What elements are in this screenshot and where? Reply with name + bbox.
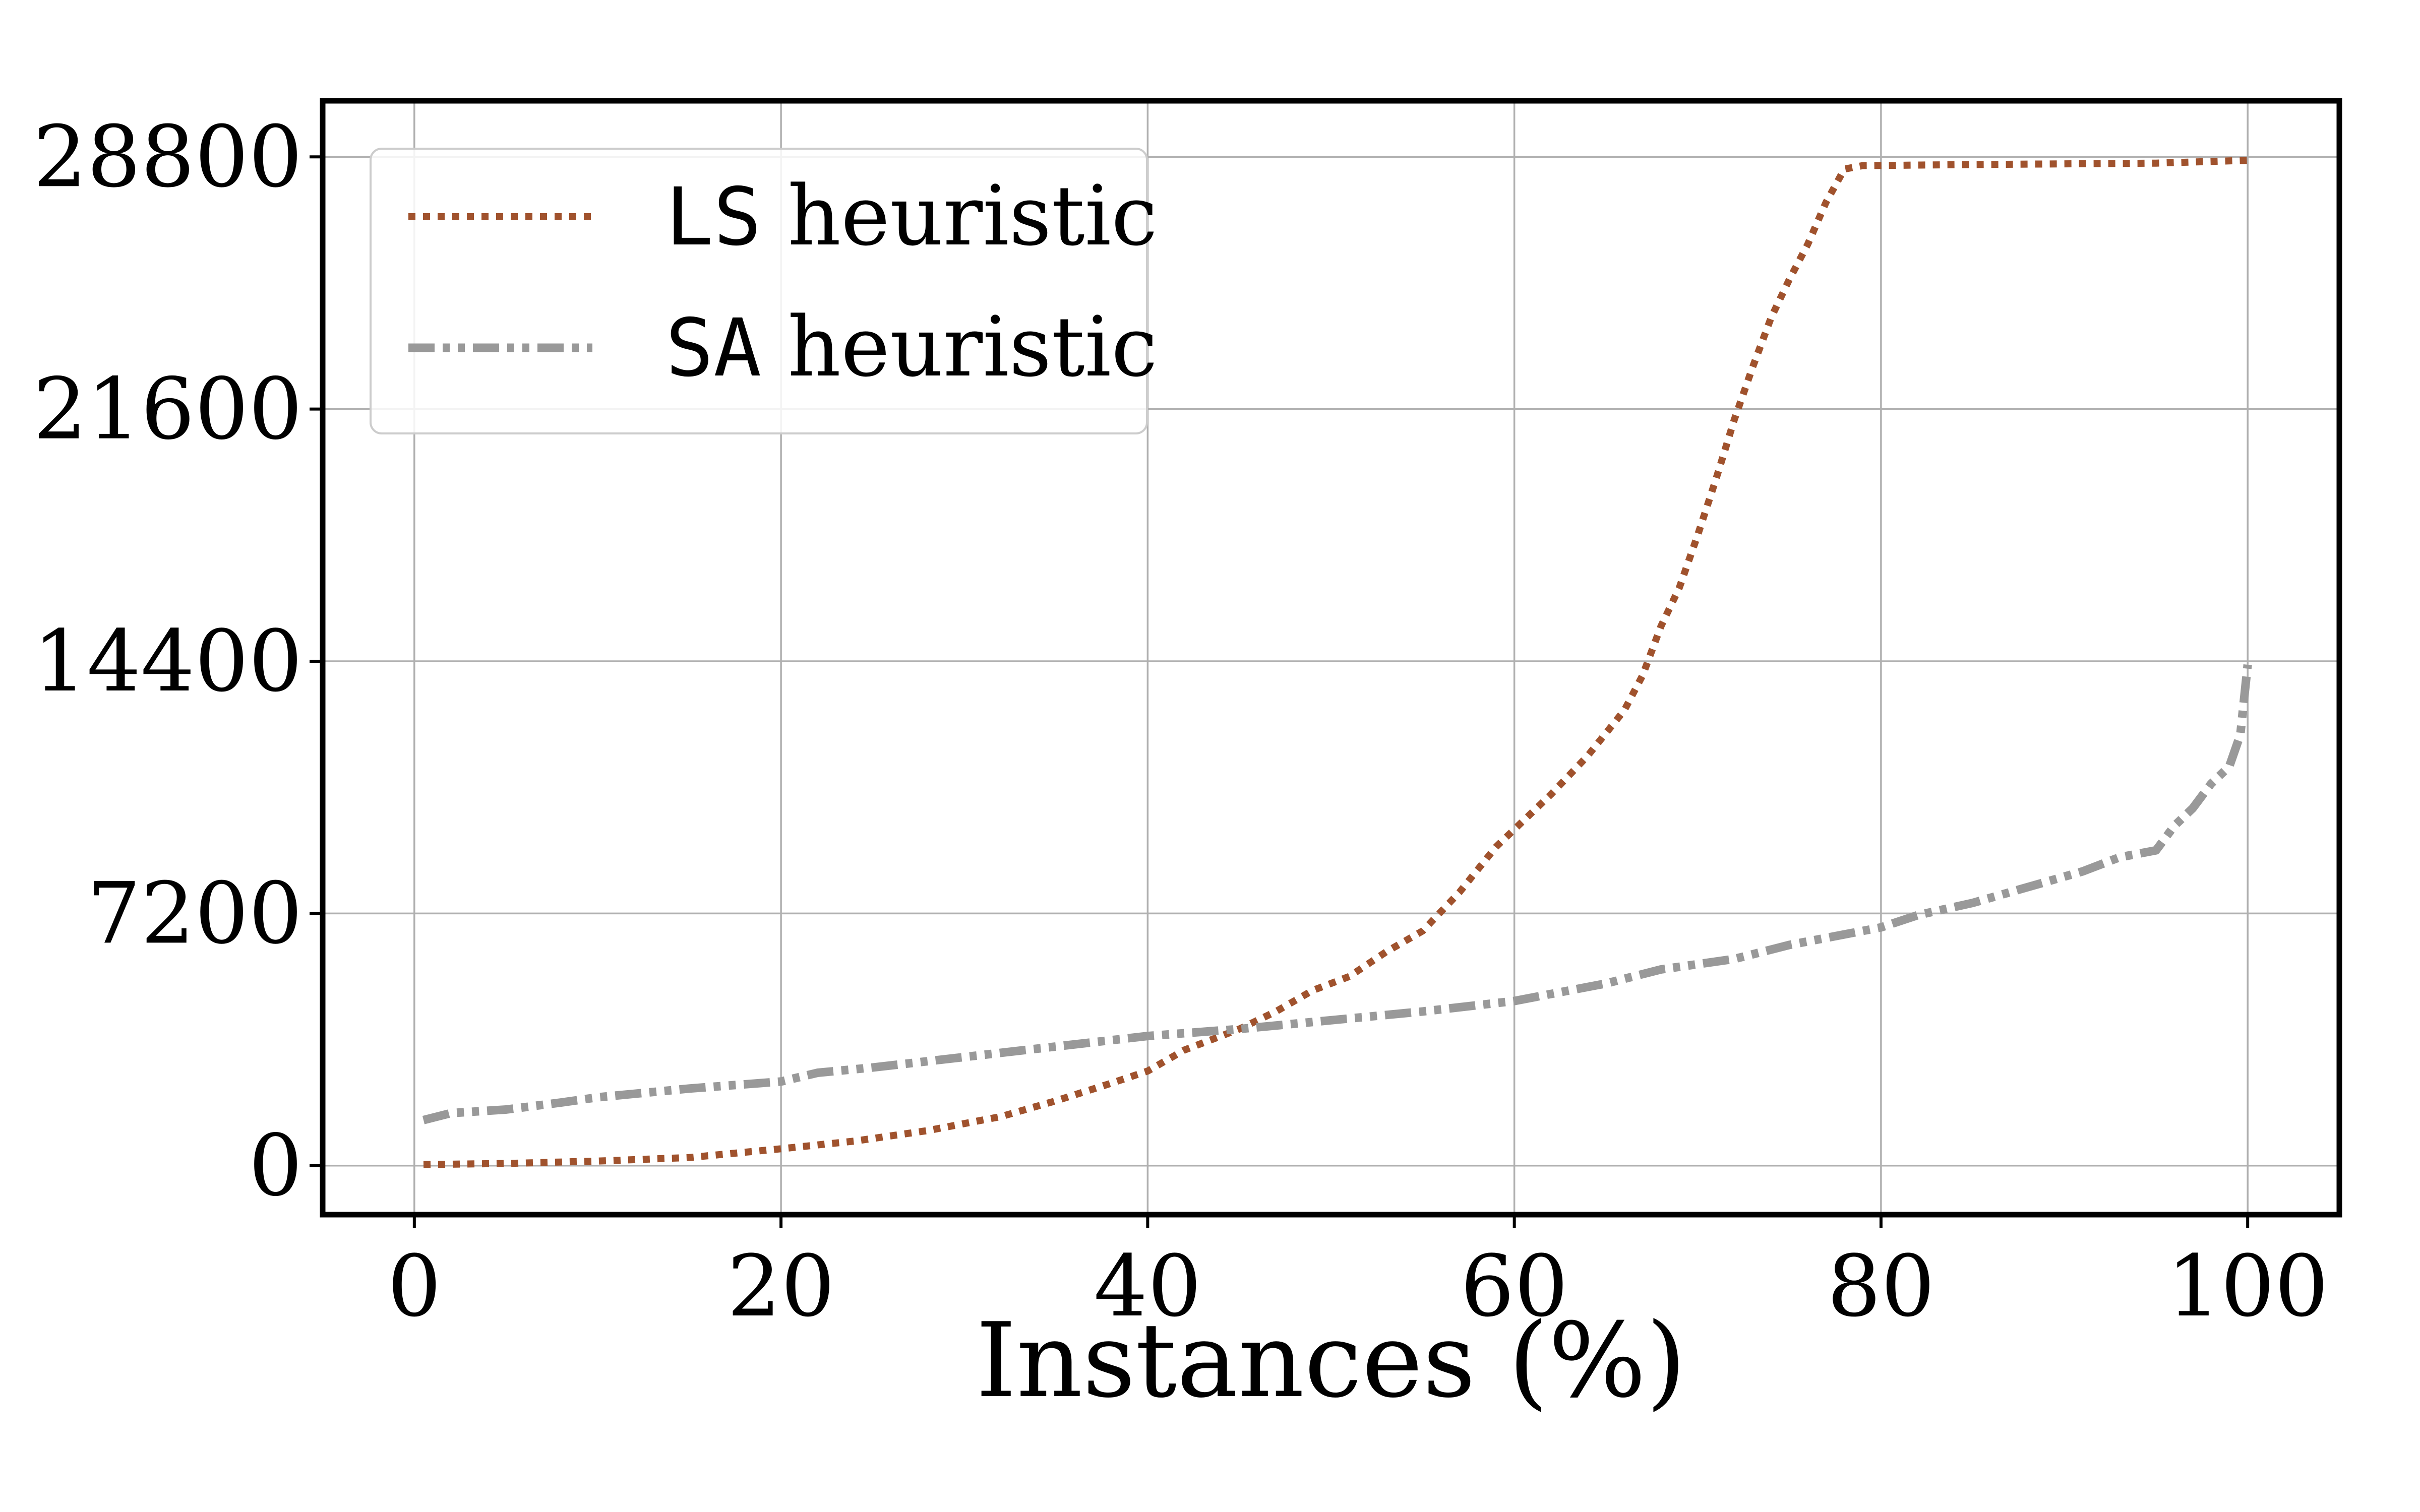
legend-sa-text: heuristic xyxy=(761,299,1158,395)
legend-entry-ls: LS heuristic xyxy=(666,168,1158,264)
y-tick-label: 0 xyxy=(249,1116,302,1215)
y-tick-label: 21600 xyxy=(33,360,302,459)
legend: LS heuristic SA heuristic xyxy=(370,148,1158,434)
x-tick-label: 100 xyxy=(2167,1237,2329,1336)
x-axis-label: Instances (%) xyxy=(976,1301,1686,1421)
y-tick-label: 28800 xyxy=(33,107,302,206)
x-tick-label: 40 xyxy=(1094,1237,1201,1336)
y-tick-label: 14400 xyxy=(33,612,302,711)
legend-ls-text: heuristic xyxy=(761,168,1158,264)
legend-entry-sa: SA heuristic xyxy=(666,299,1158,395)
series-line-ls xyxy=(423,157,2248,1168)
tick-layer: 0 20 40 60 80 100 0 7200 14400 21600 28800 xyxy=(33,107,2329,1336)
y-tick-label: 7200 xyxy=(87,864,302,963)
series-line-sa xyxy=(422,664,2252,1124)
x-tick-label: 60 xyxy=(1461,1237,1568,1336)
x-tick-label: 0 xyxy=(387,1237,441,1336)
series-layer xyxy=(422,157,2252,1168)
legend-ls-code: LS xyxy=(666,171,761,264)
legend-box xyxy=(370,148,1148,434)
x-tick-label: 80 xyxy=(1827,1237,1935,1336)
x-tick-label: 20 xyxy=(727,1237,835,1336)
legend-sa-code: SA xyxy=(666,302,761,395)
plot-frame xyxy=(320,98,2342,1218)
